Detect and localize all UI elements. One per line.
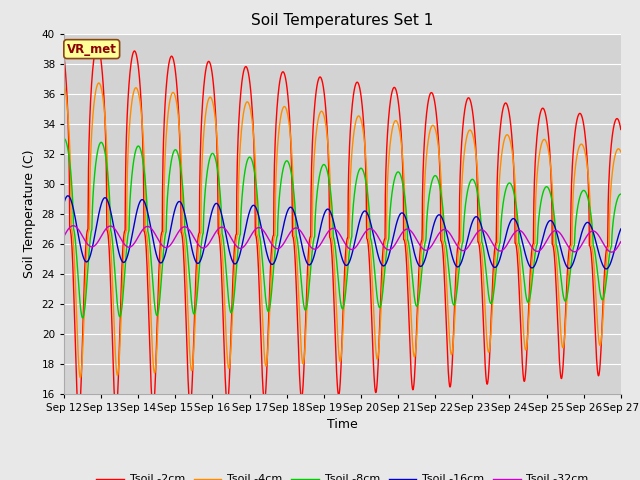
Tsoil -4cm <box>504 133 512 139</box>
Tsoil -2cm <box>60 53 68 59</box>
Tsoil -4cm <box>568 242 575 248</box>
Tsoil -2cm <box>568 168 576 174</box>
Line: Tsoil -16cm: Tsoil -16cm <box>64 196 621 269</box>
Tsoil -16cm <box>64 193 72 199</box>
Tsoil -8cm <box>216 183 223 189</box>
Tsoil -32cm <box>60 233 68 239</box>
Tsoil -2cm <box>584 163 591 169</box>
Tsoil -2cm <box>93 43 101 48</box>
Tsoil -32cm <box>584 232 591 238</box>
Line: Tsoil -32cm: Tsoil -32cm <box>64 226 621 252</box>
Tsoil -16cm <box>216 204 223 210</box>
Line: Tsoil -2cm: Tsoil -2cm <box>64 46 621 415</box>
Tsoil -2cm <box>371 386 379 392</box>
Tsoil -32cm <box>607 249 615 255</box>
Tsoil -2cm <box>359 111 367 117</box>
X-axis label: Time: Time <box>327 418 358 431</box>
Tsoil -4cm <box>371 331 379 337</box>
Line: Tsoil -4cm: Tsoil -4cm <box>64 83 621 378</box>
Tsoil -16cm <box>584 219 591 225</box>
Tsoil -16cm <box>359 210 367 216</box>
Tsoil -16cm <box>568 263 575 269</box>
Tsoil -8cm <box>371 270 379 276</box>
Tsoil -8cm <box>617 191 625 197</box>
Tsoil -8cm <box>60 136 68 142</box>
Tsoil -16cm <box>504 224 512 230</box>
Tsoil -32cm <box>216 225 223 231</box>
Tsoil -2cm <box>617 127 625 132</box>
Tsoil -16cm <box>617 226 625 232</box>
Tsoil -4cm <box>359 125 367 131</box>
Tsoil -8cm <box>568 255 575 261</box>
Tsoil -32cm <box>568 248 575 253</box>
Tsoil -8cm <box>359 167 367 173</box>
Tsoil -2cm <box>505 108 513 113</box>
Tsoil -8cm <box>504 180 512 186</box>
Tsoil -32cm <box>504 240 512 245</box>
Tsoil -32cm <box>359 233 367 239</box>
Tsoil -32cm <box>617 239 625 245</box>
Tsoil -32cm <box>70 223 77 228</box>
Tsoil -8cm <box>79 315 86 321</box>
Tsoil -16cm <box>602 266 610 272</box>
Tsoil -4cm <box>617 149 625 155</box>
Legend: Tsoil -2cm, Tsoil -4cm, Tsoil -8cm, Tsoil -16cm, Tsoil -32cm: Tsoil -2cm, Tsoil -4cm, Tsoil -8cm, Tsoi… <box>92 470 593 480</box>
Line: Tsoil -8cm: Tsoil -8cm <box>64 139 621 318</box>
Tsoil -16cm <box>60 200 68 205</box>
Tsoil -2cm <box>75 412 83 418</box>
Tsoil -8cm <box>584 193 591 199</box>
Tsoil -16cm <box>371 239 379 244</box>
Tsoil -4cm <box>60 80 68 86</box>
Tsoil -4cm <box>584 163 591 169</box>
Title: Soil Temperatures Set 1: Soil Temperatures Set 1 <box>252 13 433 28</box>
Y-axis label: Soil Temperature (C): Soil Temperature (C) <box>23 149 36 278</box>
Tsoil -4cm <box>216 219 223 225</box>
Text: VR_met: VR_met <box>67 43 116 56</box>
Tsoil -2cm <box>216 238 223 244</box>
Tsoil -32cm <box>371 229 379 235</box>
Tsoil -4cm <box>76 375 84 381</box>
